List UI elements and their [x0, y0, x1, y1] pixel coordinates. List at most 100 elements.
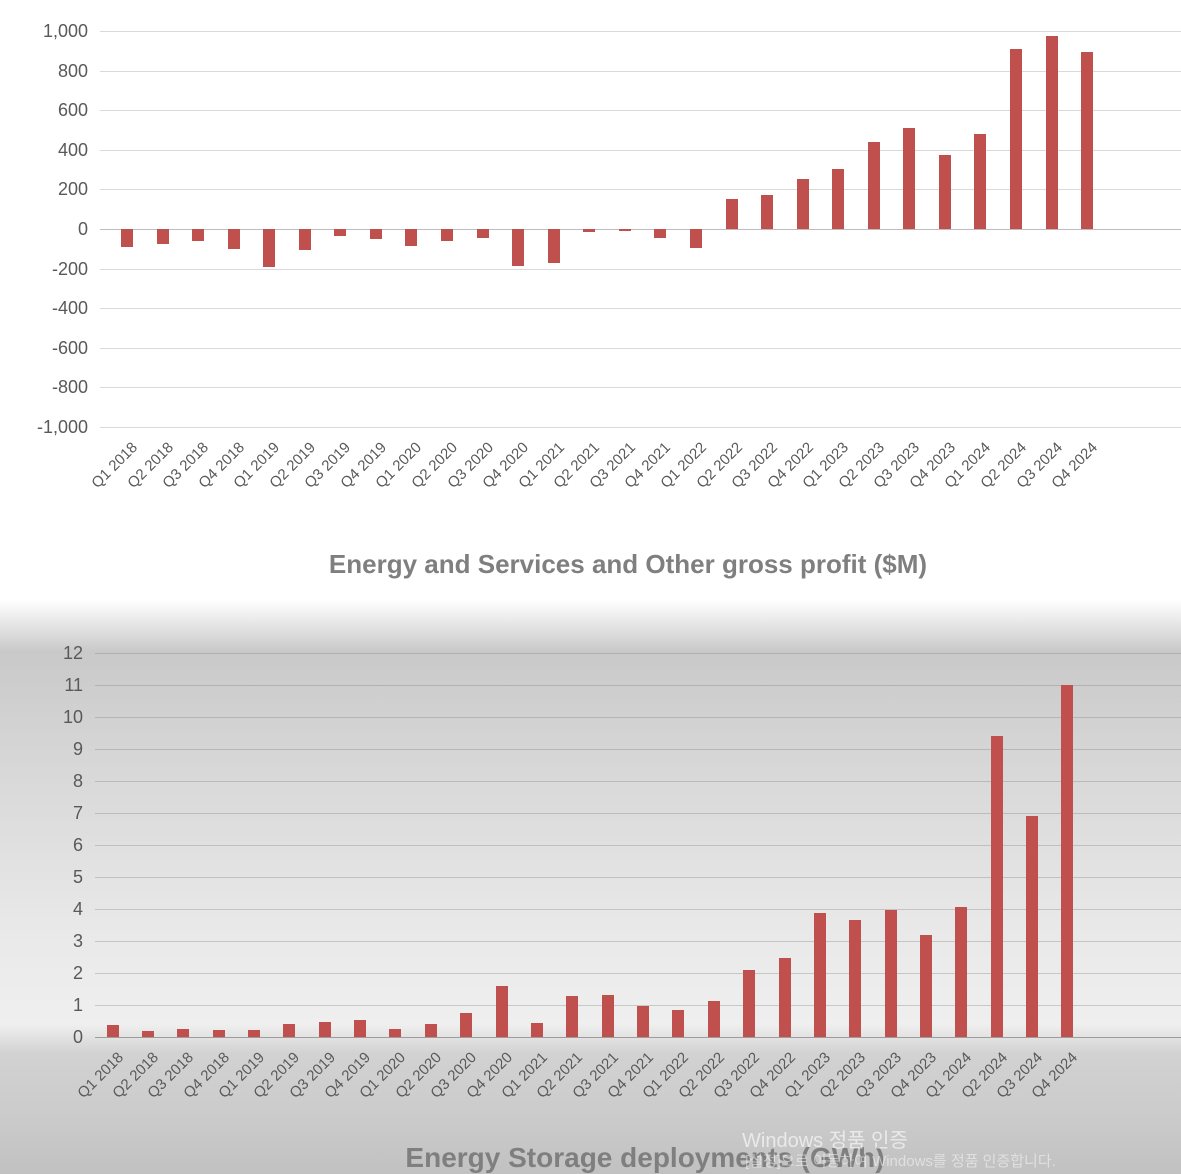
bar-q3-2024 — [1026, 816, 1039, 1037]
y-axis-tick-label: -600 — [51, 337, 88, 358]
bar-q3-2018 — [192, 229, 205, 241]
gridline — [100, 387, 1181, 389]
bar-q4-2021 — [637, 1005, 650, 1037]
bar-q4-2018 — [212, 1029, 225, 1037]
y-axis-tick-label: 9 — [72, 739, 83, 759]
bar-q4-2020 — [495, 986, 508, 1037]
gridline — [100, 189, 1181, 191]
y-axis-tick-label: 5 — [72, 867, 83, 887]
y-axis-tick-label: 1 — [72, 995, 83, 1015]
bar-q2-2022 — [707, 1000, 720, 1037]
y-axis-tick-label: 4 — [72, 899, 83, 919]
bar-q4-2024 — [1081, 51, 1094, 229]
windows-activation-watermark-line2: [설정]으로 이동하여 Windows를 정품 인증합니다. — [745, 1153, 1056, 1170]
y-axis-tick-label: 6 — [72, 835, 83, 855]
gridline — [95, 877, 1181, 878]
bar-q1-2018 — [121, 229, 133, 247]
gridline — [100, 308, 1181, 310]
bar-q3-2019 — [318, 1021, 331, 1037]
bar-q1-2019 — [263, 229, 276, 267]
bar-q3-2023 — [903, 128, 916, 229]
bar-q1-2018 — [106, 1025, 119, 1037]
gridline — [100, 347, 1181, 349]
bar-q3-2018 — [177, 1029, 190, 1037]
gridline — [100, 229, 1181, 230]
bar-q2-2020 — [424, 1023, 437, 1037]
bar-q2-2022 — [725, 199, 738, 229]
gridline — [95, 749, 1181, 750]
y-axis-tick-label: -1,000 — [36, 417, 88, 437]
bar-q3-2022 — [743, 969, 756, 1037]
bar-q1-2020 — [389, 1028, 402, 1037]
bar-q3-2019 — [334, 229, 347, 236]
gridline — [100, 149, 1181, 151]
bar-q1-2021 — [547, 229, 560, 263]
gridline — [95, 1037, 1181, 1038]
bar-q3-2022 — [761, 195, 774, 229]
y-axis-tick-label: 200 — [57, 179, 88, 200]
bar-q2-2019 — [298, 229, 311, 250]
y-axis-tick-label: 11 — [64, 675, 83, 695]
gridline — [100, 110, 1181, 112]
gridline — [95, 909, 1181, 910]
y-axis-tick-label: 600 — [57, 100, 88, 121]
bar-q1-2024 — [955, 907, 968, 1037]
bar-q2-2024 — [990, 736, 1003, 1037]
bar-q4-2019 — [354, 1020, 367, 1037]
bar-q1-2021 — [530, 1022, 543, 1037]
bar-q3-2021 — [601, 995, 614, 1037]
bar-q4-2019 — [369, 229, 382, 239]
bar-q4-2023 — [938, 154, 951, 229]
gridline — [100, 268, 1181, 270]
gridline — [100, 70, 1181, 72]
gridline — [95, 685, 1181, 686]
gridline — [95, 813, 1181, 814]
y-axis-tick-label: 1,000 — [42, 21, 88, 41]
bar-q1-2023 — [813, 912, 826, 1037]
gridline — [95, 781, 1181, 782]
bar-q4-2018 — [227, 229, 240, 249]
gridline — [95, 1005, 1181, 1006]
storage-deployments-plot-area: 12 11 10 9 8 7 6 5 4 3 2 1 0 Q1 2018 Q2 2018 Q3 2018 Q4 … — [63, 643, 1181, 1102]
y-axis-tick-label: -800 — [51, 377, 88, 398]
bar-q2-2018 — [156, 229, 169, 244]
bar-q3-2020 — [460, 1012, 473, 1037]
bar-q4-2024 — [1061, 685, 1074, 1037]
bar-q4-2022 — [796, 178, 809, 229]
y-axis-tick-label: 0 — [72, 1027, 83, 1047]
y-axis-tick-label: 0 — [77, 219, 88, 239]
bar-q4-2021 — [654, 229, 667, 238]
y-axis-tick-label: 10 — [62, 707, 83, 727]
bar-q2-2021 — [583, 229, 596, 232]
bar-q1-2022 — [689, 229, 702, 248]
bar-q4-2022 — [778, 958, 791, 1037]
y-axis-tick-label: 8 — [72, 771, 83, 791]
y-axis-tick-label: 3 — [72, 931, 83, 951]
gridline — [95, 717, 1181, 718]
bar-q2-2021 — [566, 996, 579, 1037]
storage-deployments-chart-title: Energy Storage deployments (GWh) — [405, 1142, 885, 1173]
bar-q4-2020 — [512, 229, 525, 266]
gridline — [100, 31, 1181, 32]
bar-q2-2023 — [867, 141, 880, 229]
bar-q4-2023 — [920, 934, 932, 1037]
y-axis-tick-label: 7 — [72, 803, 83, 823]
bar-q1-2019 — [247, 1029, 260, 1037]
bar-q3-2021 — [618, 229, 631, 232]
gross-profit-chart-title: Energy and Services and Other gross prof… — [328, 549, 928, 579]
bar-q1-2022 — [672, 1009, 685, 1037]
gridline — [100, 427, 1181, 428]
gross-profit-plot-area: 1,000 800 600 400 200 0 -200 -400 -600 -800 -1,000… — [37, 21, 1181, 492]
y-axis-tick-label: 2 — [72, 963, 83, 983]
bar-q3-2023 — [884, 909, 897, 1037]
y-axis-tick-label: 400 — [57, 139, 88, 160]
bar-q2-2020 — [441, 229, 454, 241]
bar-q1-2024 — [974, 133, 987, 229]
y-axis-tick-label: -400 — [51, 298, 88, 319]
gridline — [95, 941, 1181, 942]
gridline — [95, 653, 1181, 654]
gridline — [95, 845, 1181, 846]
bar-q3-2024 — [1045, 35, 1058, 229]
y-axis-tick-label: 800 — [57, 60, 88, 81]
